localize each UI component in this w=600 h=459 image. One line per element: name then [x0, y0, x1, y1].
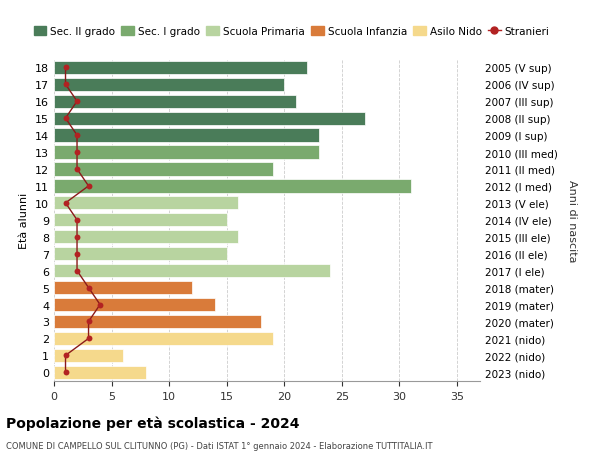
Bar	[54, 197, 238, 210]
Bar	[54, 78, 284, 92]
Bar	[54, 332, 273, 345]
Point	[84, 318, 94, 325]
Point	[84, 335, 94, 342]
Bar	[54, 163, 273, 176]
Y-axis label: Età alunni: Età alunni	[19, 192, 29, 248]
Point	[72, 132, 82, 140]
Point	[72, 251, 82, 258]
Point	[84, 183, 94, 190]
Bar	[54, 247, 227, 261]
Legend: Sec. II grado, Sec. I grado, Scuola Primaria, Scuola Infanzia, Asilo Nido, Stran: Sec. II grado, Sec. I grado, Scuola Prim…	[29, 23, 554, 41]
Bar	[54, 214, 227, 227]
Point	[61, 64, 70, 72]
Bar	[54, 366, 146, 379]
Bar	[54, 349, 123, 362]
Bar	[54, 230, 238, 244]
Bar	[54, 129, 319, 142]
Point	[61, 115, 70, 123]
Bar	[54, 264, 331, 278]
Point	[95, 301, 105, 308]
Bar	[54, 298, 215, 312]
Point	[61, 81, 70, 89]
Point	[61, 352, 70, 359]
Bar	[54, 62, 307, 75]
Bar	[54, 281, 192, 295]
Point	[84, 284, 94, 291]
Bar	[54, 146, 319, 159]
Text: Popolazione per età scolastica - 2024: Popolazione per età scolastica - 2024	[6, 415, 299, 430]
Point	[72, 149, 82, 157]
Point	[72, 98, 82, 106]
Bar	[54, 95, 296, 108]
Bar	[54, 315, 261, 328]
Point	[72, 234, 82, 241]
Bar	[54, 112, 365, 125]
Point	[61, 369, 70, 376]
Point	[72, 268, 82, 275]
Bar	[54, 180, 411, 193]
Text: COMUNE DI CAMPELLO SUL CLITUNNO (PG) - Dati ISTAT 1° gennaio 2024 - Elaborazione: COMUNE DI CAMPELLO SUL CLITUNNO (PG) - D…	[6, 441, 433, 450]
Point	[72, 217, 82, 224]
Y-axis label: Anni di nascita: Anni di nascita	[567, 179, 577, 262]
Point	[61, 200, 70, 207]
Point	[72, 166, 82, 173]
